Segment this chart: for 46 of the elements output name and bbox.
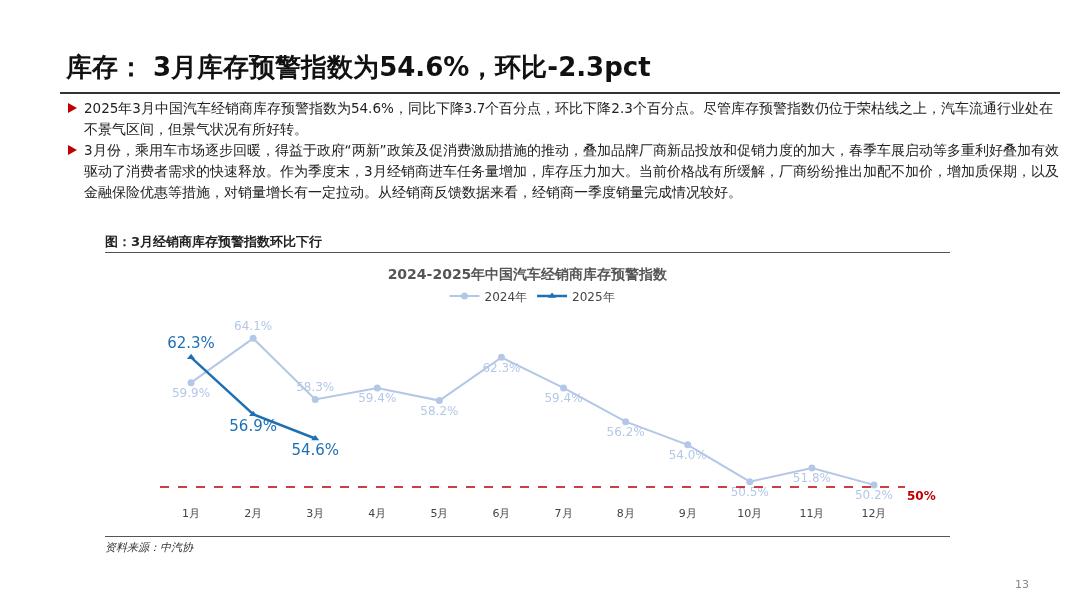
x-tick-label: 1月 (182, 507, 201, 520)
x-tick-label: 7月 (554, 507, 573, 520)
x-tick-label: 12月 (861, 507, 887, 520)
point (622, 418, 630, 426)
data-label: 58.2% (420, 403, 459, 418)
x-tick-label: 2月 (244, 507, 263, 520)
data-label: 56.2% (606, 425, 645, 440)
chart-subtitle: 2024-2025年中国汽车经销商库存预警指数 (387, 265, 669, 282)
data-label: 62.3% (167, 334, 215, 353)
point (187, 353, 196, 360)
text: 图：3月经销商库存预警指数环比下行 (105, 233, 323, 251)
chart-title: 库存： 3月库存预警指数为54.6%，环比-2.3pct (66, 51, 651, 84)
point (249, 334, 257, 342)
x-tick-label: 11月 (799, 507, 825, 520)
data-label: 59.4% (358, 391, 397, 406)
point (311, 396, 319, 404)
data-label: 50.5% (730, 485, 769, 500)
text: 2025年3月中国汽车经销商库存预警指数为54.6%，同比下降3.7个百分点，环比下降2.3个百分点。尽管库存预警指数仍位于荣枯线之上，汽车流通行业处在不景气区间，但景气状况有所好转。 (83, 99, 1054, 139)
legend-label: 2025年 (572, 289, 615, 304)
point (497, 353, 505, 361)
x-tick-label: 6月 (492, 507, 511, 520)
data-label: 64.1% (234, 318, 273, 333)
point (560, 384, 568, 392)
point (808, 464, 816, 472)
point (870, 481, 878, 489)
point (684, 441, 692, 449)
data-label: 59.9% (171, 386, 211, 401)
text: 3月份，乘用车市场逐步回暖，得益于政府“两新”政策及促消费激励措施的推动，叠加品牌厂商新品投放和促销力度的加大，春季车展启动等多重利好叠加有效驱动了消费者需求的快速释放。作为季度末，3月经销商进车任务量增加，库存压力加大。当前价格战有所缓解，厂商纷纷推出加配不加价，增加质保期，以及金融保险优惠等措施，对销量增长有一定拉动。从经销商反馈数据来看，经销商一季度销量完成情况较好。 (83, 141, 1060, 202)
point (373, 384, 381, 392)
point (187, 379, 195, 387)
legend-label: 2024年 (484, 289, 528, 304)
data-label: 54.6% (291, 441, 340, 460)
x-tick-label: 5月 (430, 507, 449, 520)
x-tick-label: 4月 (368, 507, 387, 520)
point (746, 478, 754, 486)
x-tick-label: 10月 (737, 507, 763, 520)
x-tick-label: 3月 (306, 507, 325, 520)
text: 13 (1015, 578, 1029, 591)
data-label: 50.2% (854, 488, 894, 503)
x-tick-label: 8月 (616, 507, 635, 520)
text: 资料来源：中汽协 (105, 540, 193, 555)
x-tick-label: 9月 (678, 507, 697, 520)
point (435, 397, 443, 405)
ref-line-label: 50% (907, 489, 936, 503)
data-label: 51.8% (792, 471, 831, 486)
data-label: 56.9% (229, 416, 277, 435)
